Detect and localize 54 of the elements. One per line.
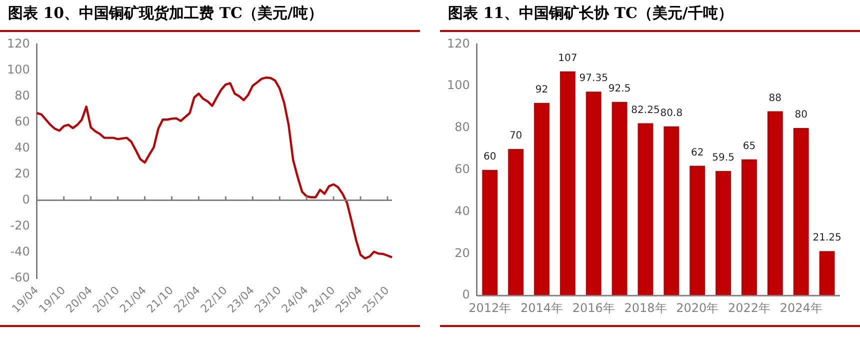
data-label: 107 (558, 53, 578, 64)
y-tick-label: 80 (14, 88, 30, 102)
x-tick-label: 2022年 (728, 300, 770, 315)
data-label: 70 (509, 130, 522, 142)
y-tick-label: 100 (447, 78, 470, 92)
y-tick-label: -20 (10, 218, 30, 232)
chart-title: 图表 11、中国铜矿长协 TC（美元/千吨） (448, 4, 733, 23)
bar (586, 92, 602, 296)
y-tick-label: 80 (454, 120, 470, 134)
bar (690, 166, 706, 296)
y-tick-label: 60 (454, 162, 470, 176)
bar (819, 251, 835, 296)
y-tick-label: 20 (454, 246, 470, 260)
bar (508, 148, 524, 296)
data-label: 92 (535, 84, 548, 96)
bar (664, 126, 680, 296)
bar (482, 170, 498, 296)
y-tick-label: 20 (14, 166, 30, 180)
data-label: 80 (794, 110, 808, 121)
y-tick-label: 40 (14, 140, 30, 154)
data-label: 21.25 (812, 232, 842, 244)
bar (638, 123, 654, 296)
data-label: 88 (768, 92, 782, 104)
y-tick-label: 120 (447, 36, 470, 50)
bar (612, 102, 628, 296)
bar (793, 128, 809, 296)
x-tick-label: 2018年 (624, 300, 667, 315)
x-tick-label: 2016年 (572, 300, 615, 315)
chart-title: 图表 10、中国铜矿现货加工费 TC（美元/吨） (8, 4, 323, 23)
data-label: 60 (484, 151, 496, 162)
data-label: 82.25 (631, 104, 660, 116)
x-tick-label: 2024年 (780, 300, 822, 315)
bar (534, 102, 550, 296)
y-tick-label: 100 (7, 62, 30, 76)
data-label: 62 (690, 147, 704, 158)
data-label: 65 (742, 141, 756, 152)
y-tick-label: 120 (7, 36, 30, 50)
data-label: 59.5 (712, 152, 734, 164)
bar (742, 159, 757, 296)
y-tick-label: -40 (10, 244, 30, 258)
bar (716, 170, 732, 296)
y-tick-label: -60 (10, 270, 30, 284)
bar (767, 111, 783, 296)
y-tick-label: 60 (14, 114, 30, 128)
y-tick-label: 0 (462, 288, 470, 302)
x-tick-label: 2020年 (676, 300, 719, 315)
bar (560, 71, 576, 296)
x-tick-label: 2012年 (468, 300, 512, 315)
y-tick-label: 40 (454, 204, 470, 218)
data-label: 97.35 (579, 73, 608, 84)
data-label: 80.8 (660, 108, 683, 119)
x-tick-label: 2014年 (520, 300, 564, 315)
data-label: 92.5 (608, 83, 631, 94)
y-tick-label: 0 (22, 192, 30, 206)
